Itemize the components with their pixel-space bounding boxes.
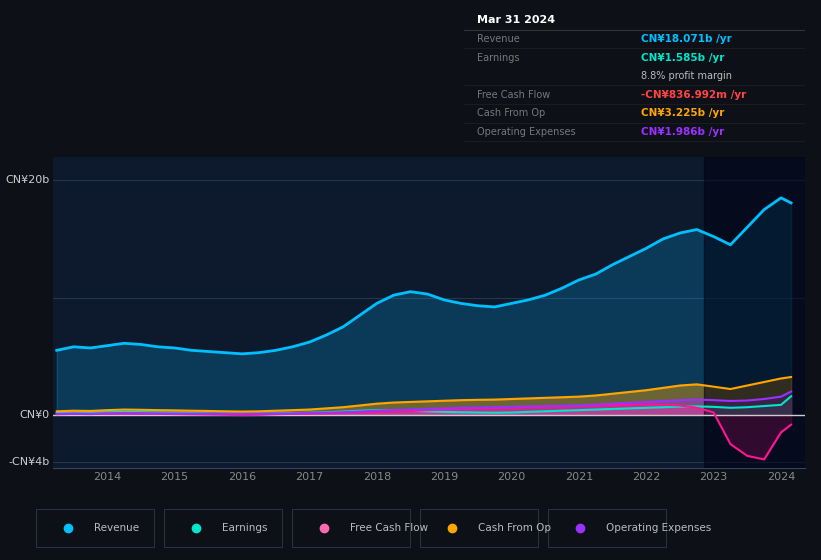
Text: Operating Expenses: Operating Expenses [478, 127, 576, 137]
Text: Operating Expenses: Operating Expenses [606, 523, 711, 533]
Text: Earnings: Earnings [478, 53, 520, 63]
Bar [704, 157, 811, 468]
Text: Revenue: Revenue [478, 34, 521, 44]
Text: -CN¥836.992m /yr: -CN¥836.992m /yr [641, 90, 746, 100]
Text: CN¥1.585b /yr: CN¥1.585b /yr [641, 53, 724, 63]
Text: Cash From Op: Cash From Op [478, 108, 546, 118]
Text: Free Cash Flow: Free Cash Flow [350, 523, 428, 533]
Text: -CN¥4b: -CN¥4b [8, 457, 49, 466]
Text: 8.8% profit margin: 8.8% profit margin [641, 71, 732, 81]
Text: Cash From Op: Cash From Op [478, 523, 551, 533]
Text: Free Cash Flow: Free Cash Flow [478, 90, 551, 100]
Text: CN¥0: CN¥0 [20, 410, 49, 420]
Text: CN¥1.986b /yr: CN¥1.986b /yr [641, 127, 724, 137]
Text: CN¥3.225b /yr: CN¥3.225b /yr [641, 108, 724, 118]
Text: CN¥18.071b /yr: CN¥18.071b /yr [641, 34, 732, 44]
Text: Mar 31 2024: Mar 31 2024 [478, 16, 556, 25]
Text: Revenue: Revenue [94, 523, 139, 533]
Text: CN¥20b: CN¥20b [6, 175, 49, 185]
Text: Earnings: Earnings [222, 523, 268, 533]
